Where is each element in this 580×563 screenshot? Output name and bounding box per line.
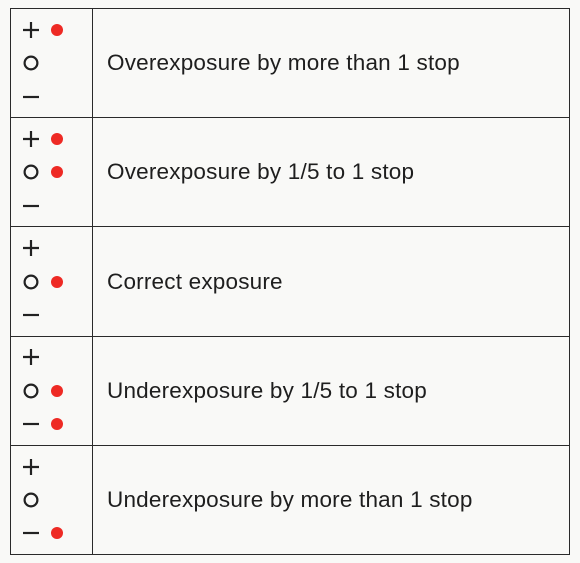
indicator-line-plus <box>11 341 92 374</box>
table-row: Overexposure by 1/5 to 1 stop <box>10 117 570 226</box>
indicator-line-circle <box>11 483 92 516</box>
led-icon <box>51 133 63 145</box>
plus-icon <box>11 130 51 148</box>
led-circle-slot <box>51 57 77 69</box>
led-minus-slot <box>51 418 77 430</box>
exposure-table: Overexposure by more than 1 stop <box>10 8 570 555</box>
circle-icon <box>11 491 51 509</box>
plus-icon <box>11 21 51 39</box>
led-icon <box>51 166 63 178</box>
exposure-indicator-chart: Overexposure by more than 1 stop <box>0 0 580 563</box>
indicator-line-plus <box>11 13 92 46</box>
table-row: Underexposure by 1/5 to 1 stop <box>10 336 570 445</box>
indicator-line-plus <box>11 122 92 155</box>
led-circle-slot <box>51 166 77 178</box>
led-plus-slot <box>51 24 77 36</box>
exposure-indicator-cell <box>11 337 93 445</box>
led-plus-slot <box>51 351 77 363</box>
exposure-indicator-cell <box>11 446 93 554</box>
exposure-indicator-cell <box>11 9 93 117</box>
indicator-line-plus <box>11 231 92 264</box>
led-circle-slot <box>51 276 77 288</box>
minus-icon <box>11 524 51 542</box>
plus-icon <box>11 239 51 257</box>
table-row: Underexposure by more than 1 stop <box>10 445 570 555</box>
minus-icon <box>11 415 51 433</box>
table-row: Overexposure by more than 1 stop <box>10 8 570 117</box>
circle-icon <box>11 382 51 400</box>
exposure-indicator-cell <box>11 227 93 335</box>
led-icon <box>51 276 63 288</box>
circle-icon <box>11 273 51 291</box>
plus-icon <box>11 458 51 476</box>
indicator-line-minus <box>11 189 92 222</box>
minus-icon <box>11 197 51 215</box>
led-icon <box>51 418 63 430</box>
led-plus-slot <box>51 242 77 254</box>
exposure-description: Overexposure by more than 1 stop <box>93 9 569 117</box>
indicator-line-minus <box>11 80 92 113</box>
circle-icon <box>11 54 51 72</box>
led-minus-slot <box>51 200 77 212</box>
indicator-line-plus <box>11 450 92 483</box>
exposure-description: Correct exposure <box>93 227 569 335</box>
led-circle-slot <box>51 385 77 397</box>
indicator-line-minus <box>11 407 92 440</box>
exposure-description: Overexposure by 1/5 to 1 stop <box>93 118 569 226</box>
plus-icon <box>11 348 51 366</box>
indicator-line-minus <box>11 298 92 331</box>
led-minus-slot <box>51 309 77 321</box>
led-minus-slot <box>51 527 77 539</box>
exposure-indicator-cell <box>11 118 93 226</box>
led-icon <box>51 527 63 539</box>
led-icon <box>51 385 63 397</box>
indicator-line-circle <box>11 46 92 79</box>
exposure-description: Underexposure by 1/5 to 1 stop <box>93 337 569 445</box>
indicator-line-minus <box>11 517 92 550</box>
indicator-line-circle <box>11 374 92 407</box>
indicator-line-circle <box>11 156 92 189</box>
exposure-description: Underexposure by more than 1 stop <box>93 446 569 554</box>
circle-icon <box>11 163 51 181</box>
indicator-line-circle <box>11 265 92 298</box>
table-row: Correct exposure <box>10 226 570 335</box>
minus-icon <box>11 306 51 324</box>
led-minus-slot <box>51 91 77 103</box>
led-circle-slot <box>51 494 77 506</box>
led-icon <box>51 24 63 36</box>
minus-icon <box>11 88 51 106</box>
led-plus-slot <box>51 133 77 145</box>
led-plus-slot <box>51 461 77 473</box>
